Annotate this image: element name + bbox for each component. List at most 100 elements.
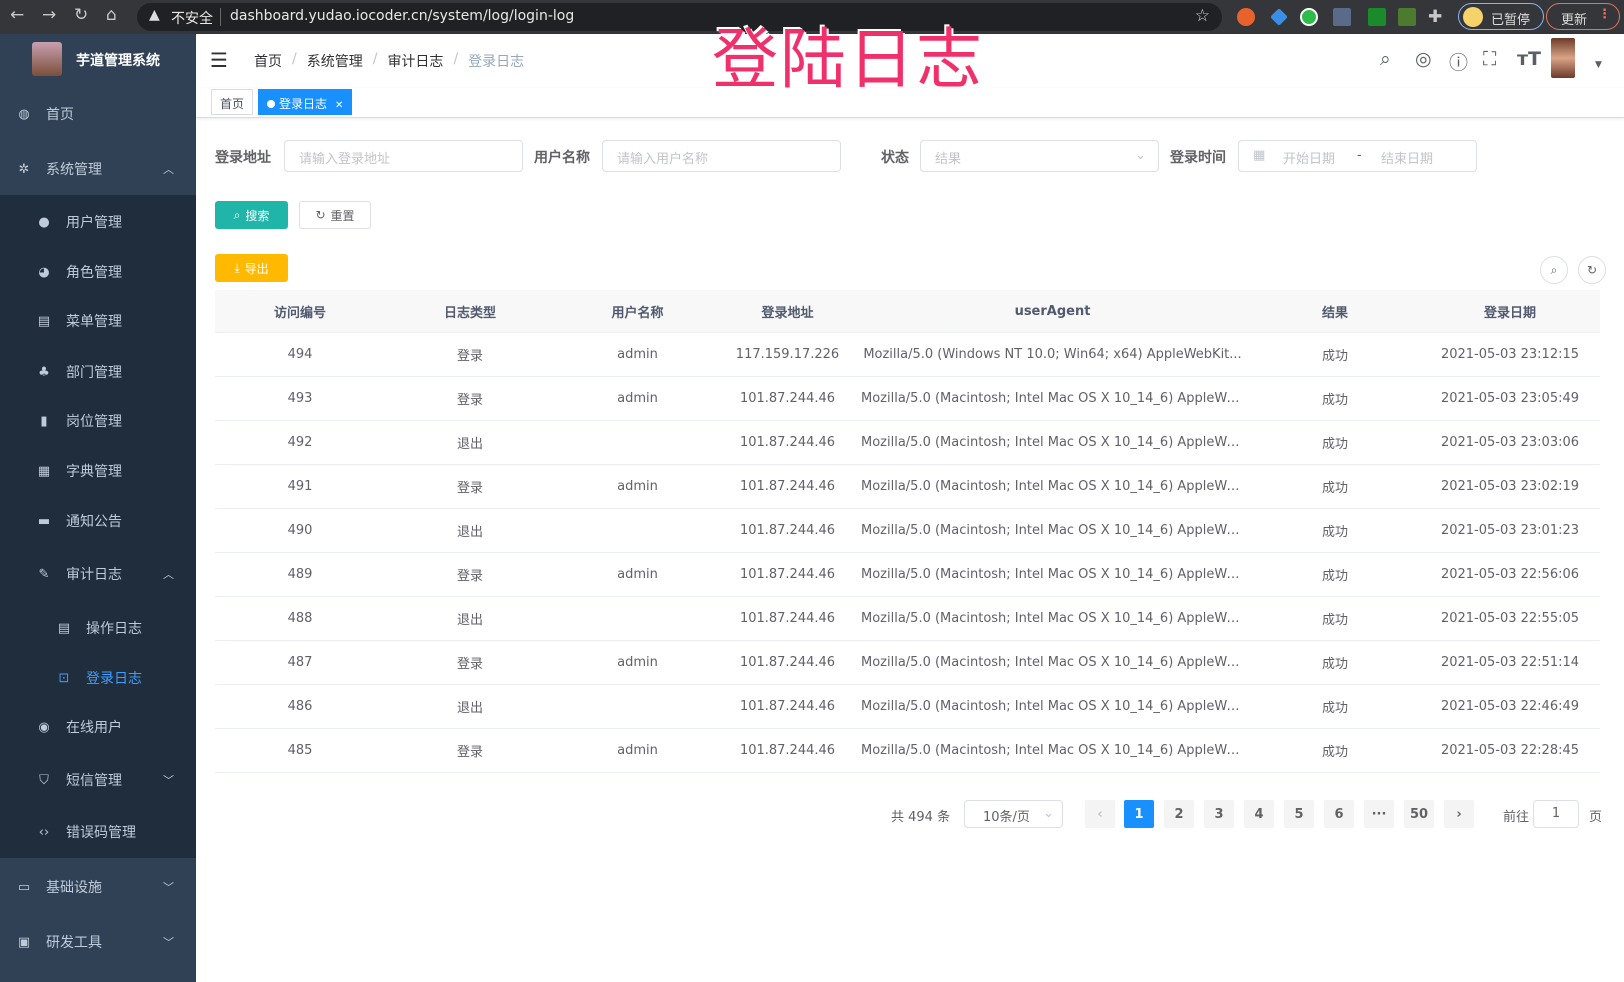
table-row[interactable]: 493 登录 admin 101.87.244.46 Mozilla/5.0 (Maci… xyxy=(215,377,1600,421)
table-row[interactable]: 486 退出 101.87.244.46 Mozilla/5.0 (Macintosh… xyxy=(215,685,1600,729)
update-button[interactable]: 更新 ⋮ xyxy=(1546,3,1620,30)
avatar[interactable] xyxy=(1551,38,1575,78)
table-cell: 490 xyxy=(287,523,313,538)
reset-button[interactable]: ↻ 重置 xyxy=(299,201,371,229)
puzzle-icon[interactable]: ✚ xyxy=(1428,7,1443,27)
button-label: 搜索 xyxy=(245,208,270,223)
sidebar-item[interactable]: ◕ 角色管理 xyxy=(0,247,196,297)
column-header: 用户名称 xyxy=(611,305,664,321)
gear-icon: ✲ xyxy=(18,161,30,177)
table-cell: 退出 xyxy=(456,525,483,540)
tag-home[interactable]: 首页 xyxy=(211,89,254,115)
table-cell: 117.159.17.226 xyxy=(735,347,840,362)
hamburger-icon[interactable]: ☰ xyxy=(210,48,228,72)
url-text[interactable]: dashboard.yudao.iocoder.cn/system/log/lo… xyxy=(230,8,575,24)
extension-icon[interactable] xyxy=(1237,8,1255,26)
sidebar-item[interactable]: ◉ 在线用户 xyxy=(0,702,196,752)
table-row[interactable]: 491 登录 admin 101.87.244.46 Mozilla/5.0 (Maci… xyxy=(215,465,1600,509)
sidebar-item-label: 登录日志 xyxy=(86,671,142,687)
fullscreen-icon[interactable]: ⛶ xyxy=(1483,48,1497,70)
page-size-select[interactable]: 10条/页 ⌄ xyxy=(964,800,1063,828)
page-size-value: 10条/页 xyxy=(983,810,1030,825)
font-size-icon[interactable]: ᴛT xyxy=(1517,48,1541,70)
role-icon: ◕ xyxy=(38,264,50,280)
profile-button[interactable]: 已暂停 xyxy=(1458,3,1544,30)
page-button[interactable]: 1 xyxy=(1124,800,1154,828)
sidebar-item[interactable]: ⛉ 短信管理 ﹀ xyxy=(0,755,196,805)
column-header: 结果 xyxy=(1321,305,1348,321)
table-row[interactable]: 490 退出 101.87.244.46 Mozilla/5.0 (Macintosh… xyxy=(215,509,1600,553)
toggle-search-button[interactable]: ⌕ xyxy=(1540,256,1568,284)
export-button[interactable]: ⤓ 导出 xyxy=(215,254,288,282)
search-icon: ⌕ xyxy=(1550,262,1558,277)
sidebar-item[interactable]: ▤ 菜单管理 xyxy=(0,296,196,346)
sidebar-item[interactable]: ✎ 审计日志 ︿ xyxy=(0,549,196,599)
help-icon[interactable]: ⓘ xyxy=(1449,52,1469,74)
date-range-picker[interactable]: ▦ 开始日期 - 结束日期 xyxy=(1238,140,1477,172)
close-icon[interactable]: ✕ xyxy=(335,100,344,111)
tag-login-log[interactable]: 登录日志 ✕ xyxy=(258,89,353,115)
page-button[interactable]: 6 xyxy=(1324,800,1354,828)
sidebar-item[interactable]: ◍ 首页 xyxy=(0,89,196,139)
username-input[interactable]: 请输入用户名称 xyxy=(602,140,841,172)
page-button[interactable]: 2 xyxy=(1164,800,1194,828)
placeholder: 请输入用户名称 xyxy=(617,152,709,167)
chevron-icon: ︿ xyxy=(163,163,174,176)
address-bar[interactable]: ▲ 不安全 dashboard.yudao.iocoder.cn/system/… xyxy=(137,3,1222,31)
page-button[interactable]: 4 xyxy=(1244,800,1274,828)
home-icon[interactable]: ⌂ xyxy=(106,5,117,25)
search-icon[interactable]: ⌕ xyxy=(1380,48,1391,70)
extension-icon[interactable] xyxy=(1398,8,1416,26)
sidebar-item[interactable]: ▬ 通知公告 xyxy=(0,496,196,546)
back-icon[interactable]: ← xyxy=(10,5,25,25)
table-row[interactable]: 487 登录 admin 101.87.244.46 Mozilla/5.0 (Maci… xyxy=(215,641,1600,685)
overlay-title: 登陆日志 xyxy=(712,21,984,98)
sidebar-item[interactable]: ‹› 错误码管理 xyxy=(0,807,196,857)
start-date[interactable]: 开始日期 xyxy=(1283,152,1336,167)
extension-icon[interactable] xyxy=(1368,8,1386,26)
end-date[interactable]: 结束日期 xyxy=(1381,152,1434,167)
sidebar-item[interactable]: ✲ 系统管理 ︿ xyxy=(0,144,196,194)
github-icon[interactable]: ◎ xyxy=(1415,48,1432,70)
sidebar-item-label: 岗位管理 xyxy=(66,414,122,430)
column-header: userAgent xyxy=(1014,303,1091,319)
tag-label: 登录日志 xyxy=(279,97,328,111)
table-row[interactable]: 494 登录 admin 117.159.17.226 Mozilla/5.0 (Win… xyxy=(215,333,1600,377)
table-cell: 退出 xyxy=(456,437,483,452)
breadcrumb-item[interactable]: 首页 xyxy=(254,54,282,70)
caret-down-icon[interactable]: ▼ xyxy=(1595,60,1602,70)
sidebar-item[interactable]: ▮ 岗位管理 xyxy=(0,396,196,446)
address-input[interactable]: 请输入登录地址 xyxy=(284,140,523,172)
sidebar-item[interactable]: ▣ 研发工具 ﹀ xyxy=(0,917,196,967)
extension-icon[interactable] xyxy=(1300,8,1318,26)
bookmark-star-icon[interactable]: ☆ xyxy=(1194,6,1210,26)
table-row[interactable]: 485 登录 admin 101.87.244.46 Mozilla/5.0 (Maci… xyxy=(215,729,1600,773)
refresh-button[interactable]: ↻ xyxy=(1578,256,1606,284)
column-header: 登录日期 xyxy=(1483,305,1536,321)
breadcrumb-item[interactable]: 审计日志 xyxy=(387,54,444,70)
sidebar-item[interactable]: ♣ 部门管理 xyxy=(0,347,196,397)
extension-icon[interactable] xyxy=(1270,8,1288,26)
prev-page-button[interactable]: ‹ xyxy=(1085,800,1115,828)
table-row[interactable]: 492 退出 101.87.244.46 Mozilla/5.0 (Macintosh… xyxy=(215,421,1600,465)
goto-page-input[interactable]: 1 xyxy=(1533,800,1579,828)
page-button[interactable]: ··· xyxy=(1364,800,1394,828)
extension-icon[interactable] xyxy=(1333,8,1351,26)
page-button[interactable]: 3 xyxy=(1204,800,1234,828)
sidebar-item[interactable]: ▤ 操作日志 xyxy=(0,603,196,653)
search-button[interactable]: ⌕ 搜索 xyxy=(215,201,288,229)
sidebar-item[interactable]: ● 用户管理 xyxy=(0,197,196,247)
sidebar-item[interactable]: ▭ 基础设施 ﹀ xyxy=(0,862,196,912)
table-row[interactable]: 489 登录 admin 101.87.244.46 Mozilla/5.0 (Maci… xyxy=(215,553,1600,597)
forward-icon[interactable]: → xyxy=(42,5,57,25)
next-page-button[interactable]: › xyxy=(1444,800,1474,828)
chevron-icon: ﹀ xyxy=(163,881,174,894)
page-button[interactable]: 5 xyxy=(1284,800,1314,828)
table-row[interactable]: 488 退出 101.87.244.46 Mozilla/5.0 (Macintosh… xyxy=(215,597,1600,641)
sidebar-item[interactable]: ▦ 字典管理 xyxy=(0,446,196,496)
status-select[interactable]: 结果 ⌄ xyxy=(920,140,1159,172)
reload-icon[interactable]: ↻ xyxy=(74,5,89,25)
sidebar-item[interactable]: ⊡ 登录日志 xyxy=(0,653,196,703)
page-button[interactable]: 50 xyxy=(1404,800,1434,828)
breadcrumb-item[interactable]: 系统管理 xyxy=(306,54,363,70)
